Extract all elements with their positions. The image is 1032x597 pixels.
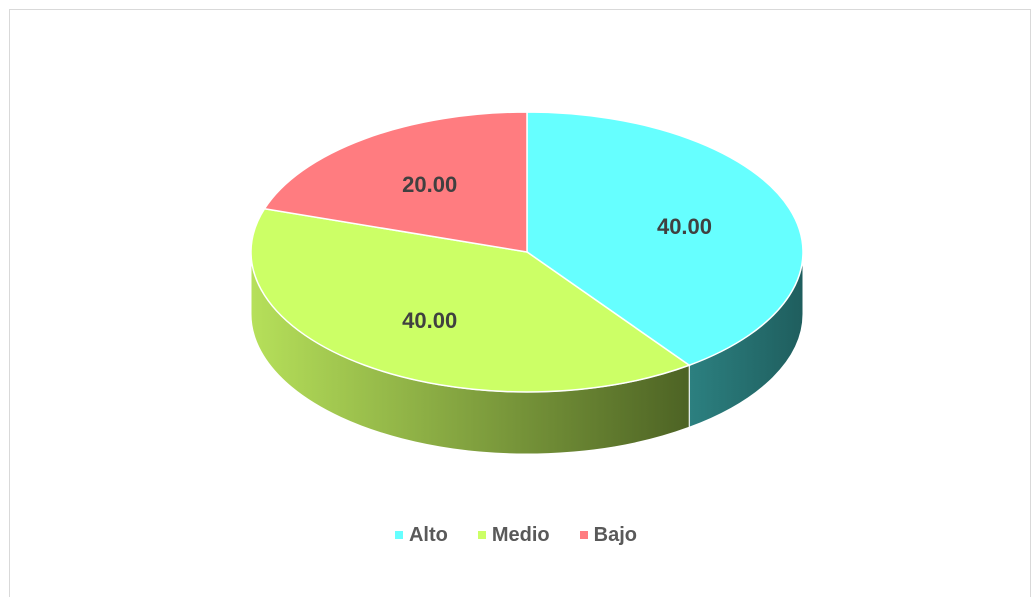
pie-slice-medio (250, 207, 691, 393)
legend-marker-bajo (579, 531, 588, 539)
legend-marker-medio (477, 531, 486, 539)
legend-label-medio: Medio (491, 523, 550, 546)
pie-slice-alto (526, 111, 804, 367)
pie-slice-bajo (263, 111, 528, 253)
legend-item-bajo: Bajo (579, 523, 637, 547)
data-label-bajo: 20.00 (402, 172, 457, 197)
legend-label-alto: Alto (408, 523, 448, 546)
data-label-alto: 40.00 (657, 214, 712, 239)
legend-item-alto: Alto (394, 523, 448, 547)
legend-item-medio: Medio (477, 523, 550, 547)
legend: Alto Medio Bajo (0, 520, 1032, 550)
data-label-medio: 40.00 (402, 308, 457, 333)
legend-marker-alto (394, 531, 403, 539)
legend-label-bajo: Bajo (593, 523, 637, 546)
